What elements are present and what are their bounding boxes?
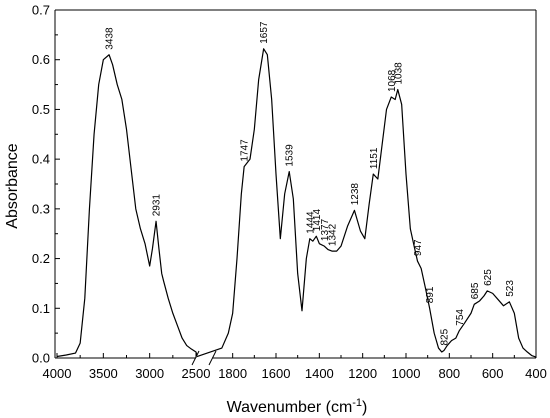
peak-label: 825 — [439, 328, 450, 345]
peak-label: 685 — [470, 282, 481, 299]
x-tick-label: 3000 — [135, 366, 164, 381]
y-axis-title: Absorbance — [4, 143, 21, 228]
y-tick-label: 0.0 — [32, 351, 50, 366]
x-axis-title: Wavenumber (cm-1) — [227, 397, 368, 416]
peak-label: 1444 — [305, 211, 316, 234]
plot-area: 0.0 0.1 0.2 0.3 0.4 0.5 0.6 0.7 4000 3500 3000 2500… — [32, 3, 547, 382]
peak-label: 1342 — [327, 223, 338, 246]
x-tick-label: 400 — [525, 366, 547, 381]
peak-label: 891 — [425, 286, 436, 303]
x-tick-label: 1200 — [348, 366, 377, 381]
y-tick-label: 0.7 — [32, 3, 50, 18]
x-tick-label: 1400 — [305, 366, 334, 381]
y-tick-label: 0.6 — [32, 52, 50, 67]
y-tick-label: 0.5 — [32, 102, 50, 117]
peak-label: 523 — [505, 280, 516, 297]
spectrum-line-high-wavenumber — [56, 54, 198, 358]
peak-label: 1747 — [240, 139, 251, 162]
x-tick-label: 2500 — [182, 366, 211, 381]
x-tick-label: 4000 — [43, 366, 72, 381]
x-tick-label: 1800 — [218, 366, 247, 381]
peak-label: 625 — [483, 269, 494, 286]
spectrum-line-low-wavenumber — [196, 48, 537, 358]
y-tick-label: 0.3 — [32, 201, 50, 216]
y-tick-label: 0.2 — [32, 251, 50, 266]
x-tick-label: 3500 — [89, 366, 118, 381]
peak-label: 1377 — [320, 218, 331, 241]
peak-label: 3438 — [105, 27, 116, 50]
x-tick-label: 1000 — [392, 366, 421, 381]
x-axis-title-superscript: -1 — [352, 397, 362, 409]
peak-label: 754 — [455, 309, 466, 326]
y-tick-label: 0.4 — [32, 152, 50, 167]
peak-label: 1151 — [369, 147, 380, 169]
x-tick-label: 600 — [482, 366, 504, 381]
x-axis-title-main: Wavenumber (cm — [227, 399, 353, 416]
peak-label: 1539 — [285, 144, 296, 167]
peak-label: 947 — [413, 239, 424, 256]
peak-label: 1038 — [393, 62, 404, 85]
peak-label: 2931 — [152, 194, 163, 217]
x-tick-label: 1600 — [262, 366, 291, 381]
peak-label: 1414 — [312, 209, 323, 232]
peak-label: 1068 — [387, 69, 398, 92]
peak-label: 1657 — [259, 21, 270, 44]
x-tick-label: 800 — [438, 366, 460, 381]
y-tick-label: 0.1 — [32, 301, 50, 316]
x-axis-title-close: ) — [362, 399, 367, 416]
peak-label: 1238 — [350, 183, 361, 206]
axis-break-mark — [208, 350, 217, 366]
